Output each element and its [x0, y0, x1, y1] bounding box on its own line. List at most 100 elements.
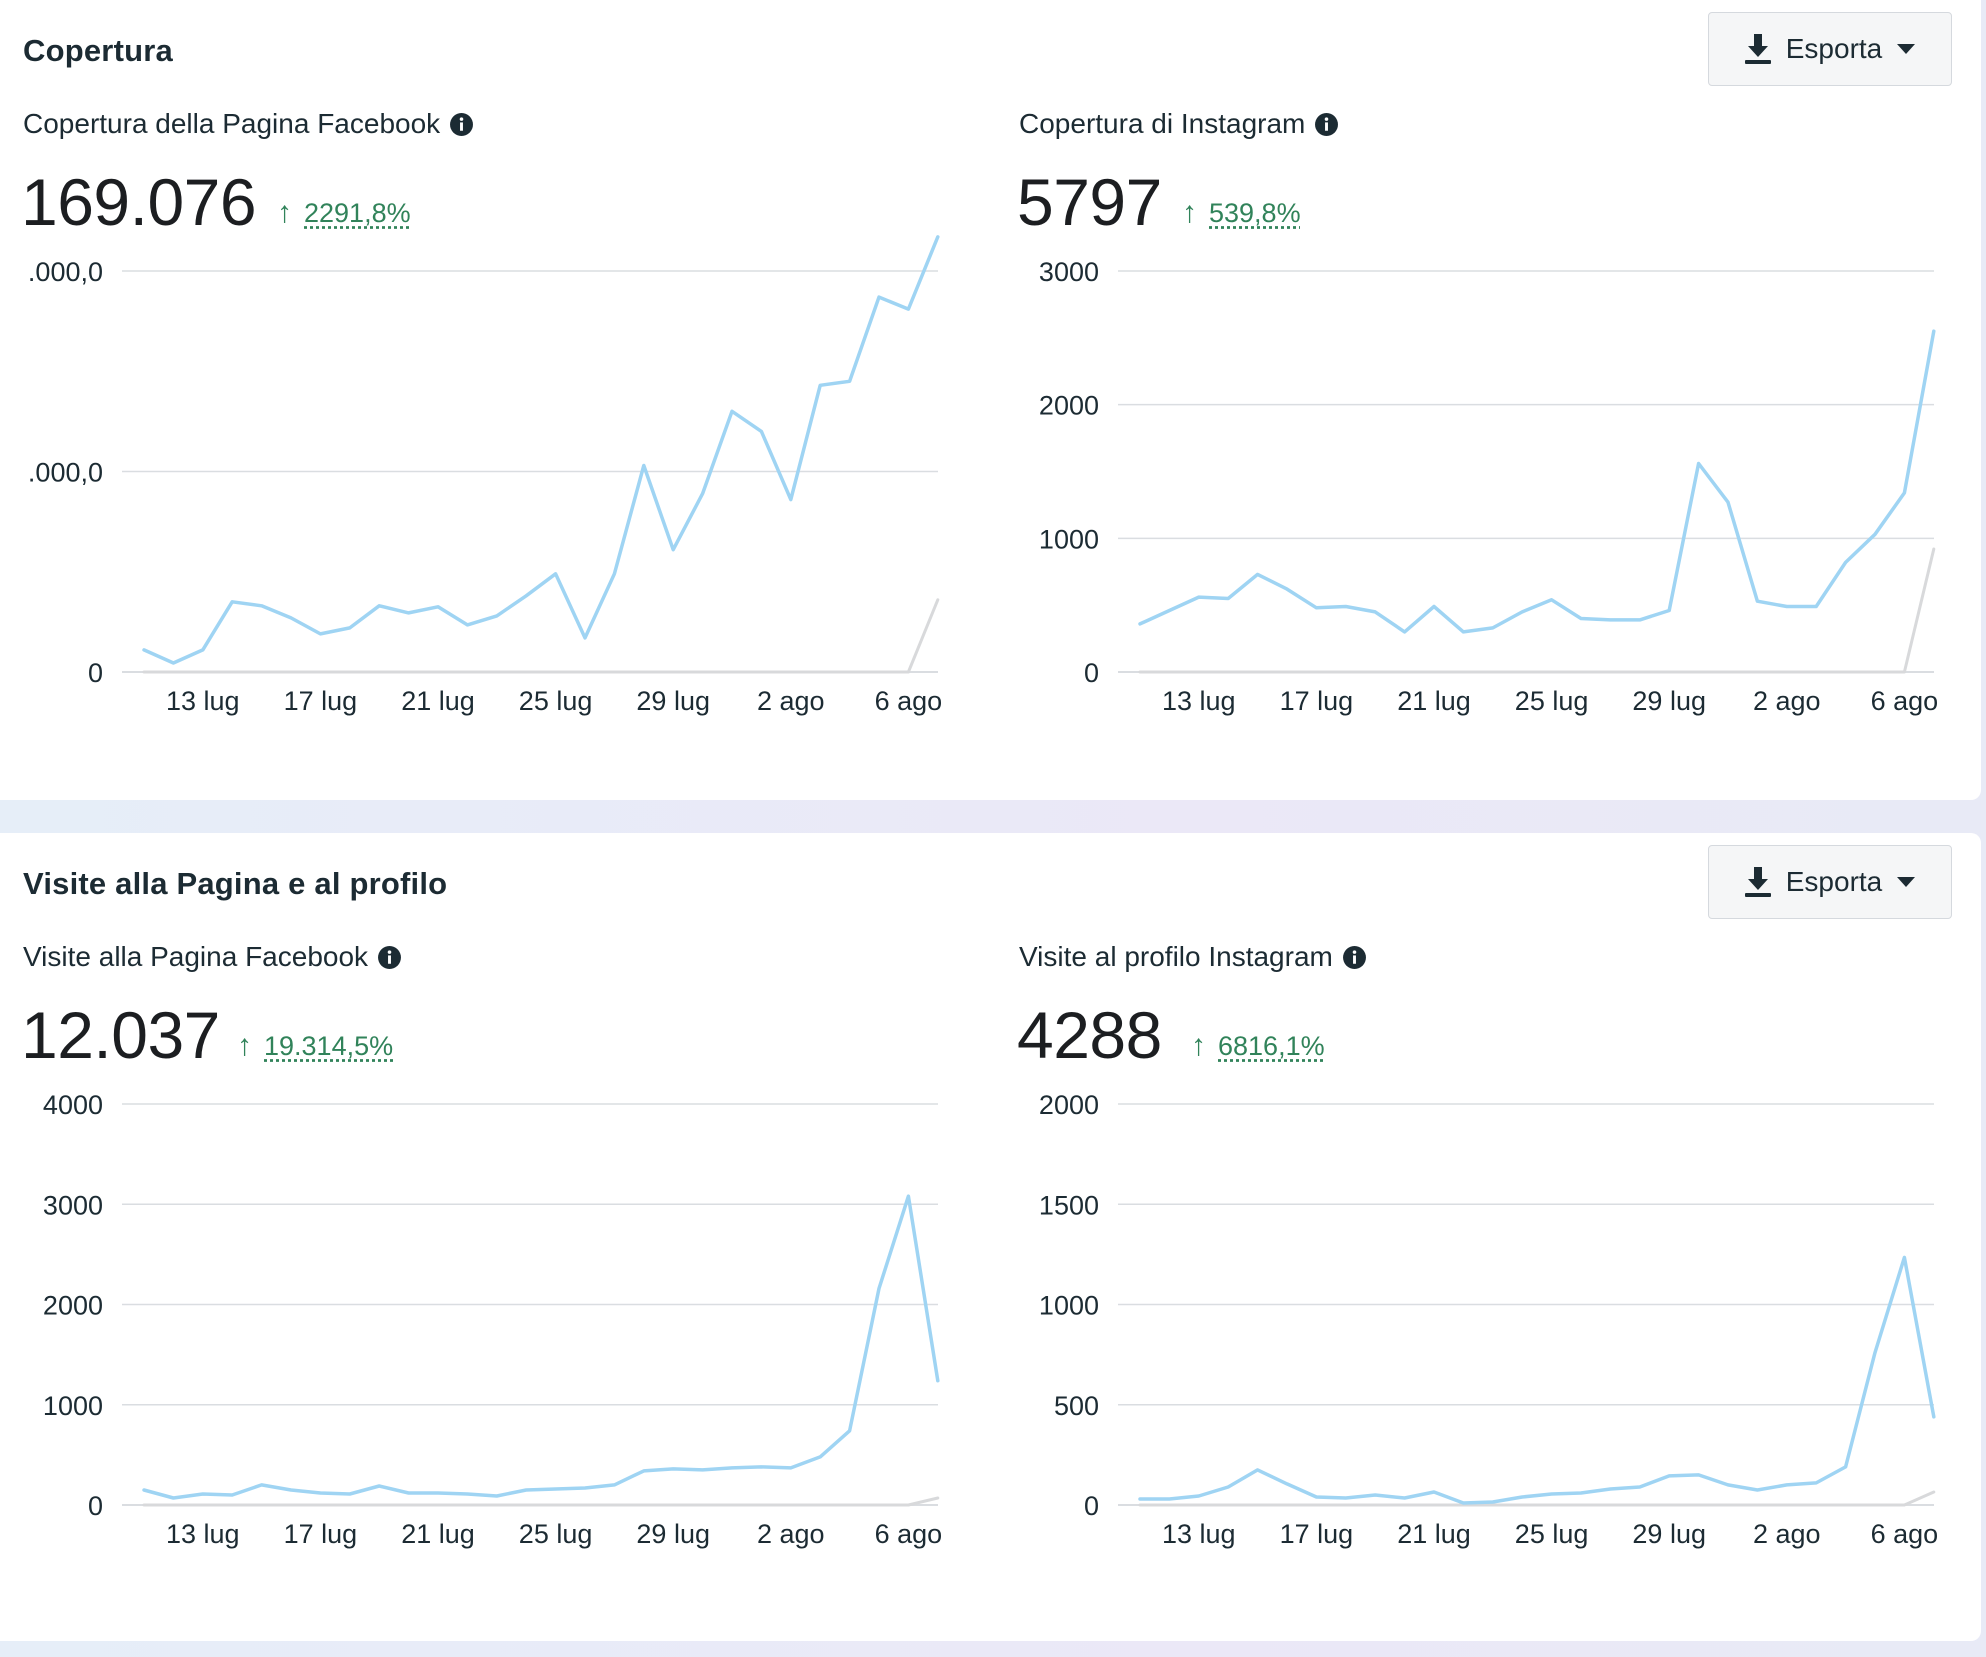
- metric-value: 4288: [1017, 998, 1162, 1072]
- x-tick-label: 17 lug: [284, 1519, 358, 1549]
- x-tick-label: 17 lug: [284, 686, 358, 716]
- metric-label-text: Visite al profilo Instagram: [1019, 941, 1333, 972]
- x-tick-label: 2 ago: [757, 1519, 825, 1549]
- series-line-previous[interactable]: [1138, 1490, 1936, 1507]
- x-tick-label: 29 lug: [636, 686, 710, 716]
- facebook-reach-chart: 0 .000,0 .000,0 13 lug 17 lug 21 lug 25 lug 29 …: [28, 235, 943, 716]
- y-tick-label: 1000: [1039, 524, 1099, 554]
- x-tick-label: 6 ago: [1871, 1519, 1939, 1549]
- series-line-current[interactable]: [1138, 1255, 1936, 1505]
- reach-card: Copertura Copertura della Pagina Faceboo…: [0, 0, 1981, 800]
- facebook-reach-panel: Copertura Copertura della Pagina Faceboo…: [0, 0, 980, 800]
- metric-value: 5797: [1017, 165, 1162, 239]
- y-tick-label: 4000: [43, 1090, 103, 1120]
- x-tick-label: 21 lug: [1397, 686, 1471, 716]
- info-icon[interactable]: [1342, 945, 1367, 970]
- x-tick-label: 25 lug: [519, 1519, 593, 1549]
- export-label: Esporta: [1785, 33, 1883, 64]
- y-tick-label: 0: [88, 658, 103, 688]
- metric-label-text: Copertura della Pagina Facebook: [23, 108, 441, 139]
- metric-value: 169.076: [21, 165, 257, 239]
- x-tick-label: 25 lug: [1515, 686, 1589, 716]
- arrow-up-icon: ↑: [1182, 196, 1197, 229]
- instagram-visits-chart: 0 500 1000 1500 2000 13 lug 17 lug 21 lug 25 lug…: [1039, 1090, 1939, 1549]
- export-button[interactable]: Esporta: [1708, 845, 1952, 919]
- info-icon[interactable]: [1314, 112, 1339, 137]
- download-icon: [1744, 34, 1771, 64]
- x-tick-label: 29 lug: [1632, 686, 1706, 716]
- y-tick-label: 1500: [1039, 1190, 1099, 1220]
- arrow-up-icon: ↑: [277, 196, 292, 229]
- x-tick-label: 2 ago: [757, 686, 825, 716]
- x-tick-label: 6 ago: [875, 686, 943, 716]
- y-tick-label: 2000: [43, 1291, 103, 1321]
- caret-down-icon: [1897, 877, 1916, 887]
- y-tick-label: 500: [1054, 1391, 1099, 1421]
- metric-label: Copertura della Pagina Facebook: [23, 108, 474, 140]
- section-title: Copertura: [23, 33, 173, 68]
- x-tick-label: 25 lug: [1515, 1519, 1589, 1549]
- caret-down-icon: [1897, 44, 1916, 54]
- metric-label: Copertura di Instagram: [1019, 108, 1339, 140]
- x-tick-label: 13 lug: [166, 686, 240, 716]
- x-tick-label: 2 ago: [1753, 1519, 1821, 1549]
- instagram-reach-chart: 0 1000 2000 3000 13 lug 17 lug 21 lug 25 lug 29 …: [1039, 257, 1939, 716]
- x-tick-label: 13 lug: [1162, 1519, 1236, 1549]
- export-label: Esporta: [1785, 866, 1883, 897]
- x-tick-label: 13 lug: [1162, 686, 1236, 716]
- metric-value: 12.037: [21, 998, 220, 1072]
- x-tick-label: 25 lug: [519, 686, 593, 716]
- visits-card: Visite alla Pagina e al profilo Visite a…: [0, 833, 1981, 1641]
- metric-change-percent[interactable]: 2291,8%: [304, 197, 411, 228]
- y-tick-label: 3000: [43, 1190, 103, 1220]
- x-tick-label: 17 lug: [1280, 686, 1354, 716]
- x-tick-label: 21 lug: [401, 686, 475, 716]
- series-line-previous[interactable]: [1138, 547, 1936, 674]
- export-button[interactable]: Esporta: [1708, 12, 1952, 86]
- x-tick-label: 6 ago: [875, 1519, 943, 1549]
- download-icon: [1744, 867, 1771, 897]
- info-icon[interactable]: [449, 112, 474, 137]
- series-line-current[interactable]: [142, 235, 940, 665]
- metric-label: Visite alla Pagina Facebook: [23, 941, 402, 973]
- y-tick-label: 1000: [43, 1391, 103, 1421]
- x-tick-label: 21 lug: [401, 1519, 475, 1549]
- y-tick-label: 2000: [1039, 391, 1099, 421]
- arrow-up-icon: ↑: [237, 1029, 252, 1062]
- y-tick-label: 2000: [1039, 1090, 1099, 1120]
- facebook-visits-panel: Visite alla Pagina e al profilo Visite a…: [0, 833, 980, 1641]
- series-line-previous[interactable]: [142, 598, 940, 674]
- x-tick-label: 21 lug: [1397, 1519, 1471, 1549]
- metric-change: ↑ 539,8%: [1182, 196, 1301, 230]
- metric-label: Visite al profilo Instagram: [1019, 941, 1367, 973]
- metric-change-percent[interactable]: 19.314,5%: [264, 1030, 394, 1061]
- y-tick-label: 3000: [1039, 257, 1099, 287]
- info-icon[interactable]: [377, 945, 402, 970]
- y-tick-label: 0: [1084, 1491, 1099, 1521]
- y-tick-label: 0: [88, 1491, 103, 1521]
- metric-label-text: Copertura di Instagram: [1019, 108, 1306, 139]
- section-title: Visite alla Pagina e al profilo: [23, 866, 448, 901]
- facebook-visits-chart: 0 1000 2000 3000 4000 13 lug 17 lug 21 lug 25 lu…: [43, 1090, 943, 1549]
- series-line-previous[interactable]: [142, 1496, 940, 1507]
- instagram-reach-panel: Copertura di Instagram 5797 ↑ 539,8% 0 10…: [996, 0, 1976, 800]
- metric-change: ↑ 2291,8%: [277, 196, 411, 230]
- y-tick-label: .000,0: [28, 458, 103, 488]
- x-tick-label: 17 lug: [1280, 1519, 1354, 1549]
- metric-change: ↑ 19.314,5%: [237, 1029, 393, 1063]
- metric-change: ↑ 6816,1%: [1191, 1029, 1325, 1063]
- y-tick-label: .000,0: [28, 257, 103, 287]
- y-tick-label: 1000: [1039, 1291, 1099, 1321]
- x-tick-label: 29 lug: [1632, 1519, 1706, 1549]
- series-line-current[interactable]: [1138, 329, 1936, 634]
- series-line-current[interactable]: [142, 1194, 940, 1500]
- y-tick-label: 0: [1084, 658, 1099, 688]
- x-tick-label: 2 ago: [1753, 686, 1821, 716]
- x-tick-label: 13 lug: [166, 1519, 240, 1549]
- arrow-up-icon: ↑: [1191, 1029, 1206, 1062]
- metric-change-percent[interactable]: 6816,1%: [1218, 1030, 1325, 1061]
- instagram-visits-panel: Visite al profilo Instagram 4288 ↑ 6816,…: [996, 833, 1976, 1641]
- x-tick-label: 29 lug: [636, 1519, 710, 1549]
- x-tick-label: 6 ago: [1871, 686, 1939, 716]
- metric-change-percent[interactable]: 539,8%: [1209, 197, 1301, 228]
